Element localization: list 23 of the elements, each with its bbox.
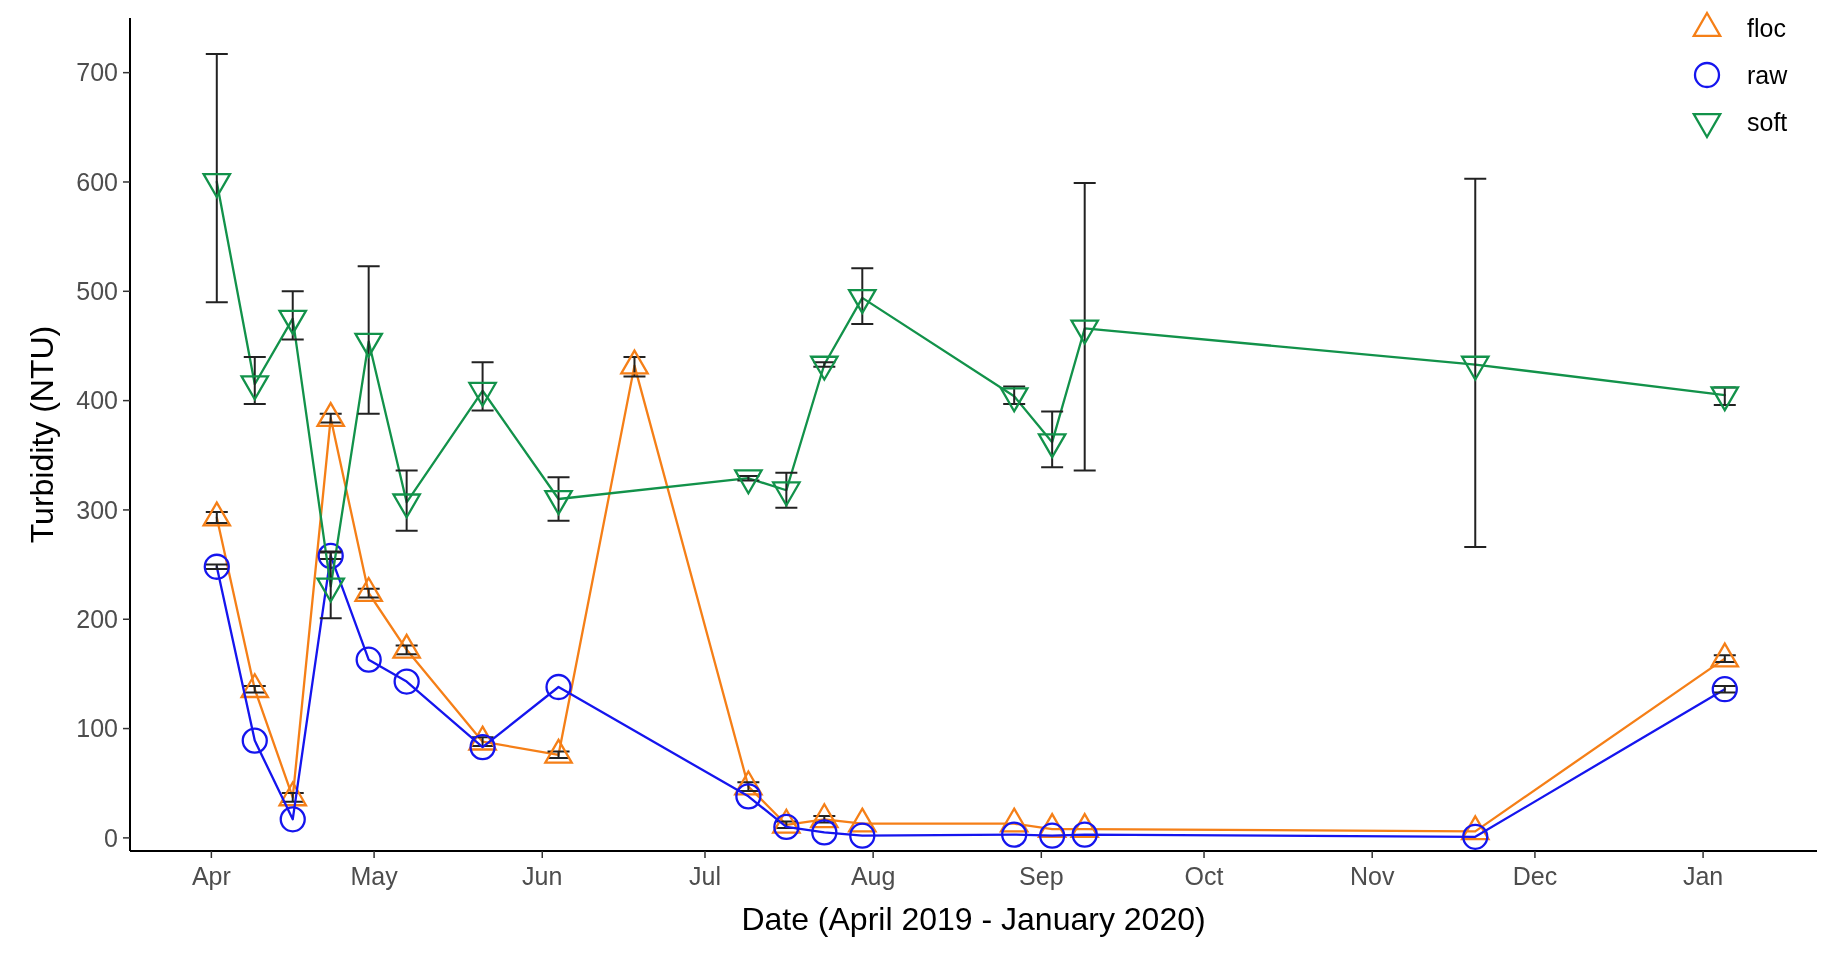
y-axis-title: Turbidity (NTU) — [24, 325, 60, 544]
legend-label: soft — [1747, 107, 1788, 136]
y-tick-label: 600 — [76, 167, 118, 196]
x-tick-label: Jan — [1682, 862, 1724, 890]
y-tick-label: 700 — [76, 58, 118, 87]
legend-label: raw — [1747, 60, 1789, 89]
legend-label: floc — [1747, 13, 1786, 42]
x-tick-label: Jul — [689, 862, 721, 890]
x-tick-label: Apr — [191, 862, 231, 890]
y-tick-label: 0 — [104, 823, 118, 852]
x-tick-label: Sep — [1019, 862, 1064, 890]
x-tick-label: May — [350, 862, 399, 890]
y-tick-label: 300 — [76, 495, 118, 524]
x-axis-title: Date (April 2019 - January 2020) — [741, 901, 1206, 937]
y-tick-label: 500 — [76, 277, 118, 306]
x-tick-label: Jun — [522, 862, 563, 890]
y-tick-label: 400 — [76, 386, 118, 415]
x-tick-label: Aug — [850, 862, 896, 890]
y-tick-label: 100 — [76, 714, 118, 743]
y-tick-label: 200 — [76, 605, 118, 633]
x-tick-label: Oct — [1184, 862, 1224, 890]
x-tick-label: Nov — [1349, 862, 1395, 890]
x-tick-label: Dec — [1512, 862, 1558, 890]
